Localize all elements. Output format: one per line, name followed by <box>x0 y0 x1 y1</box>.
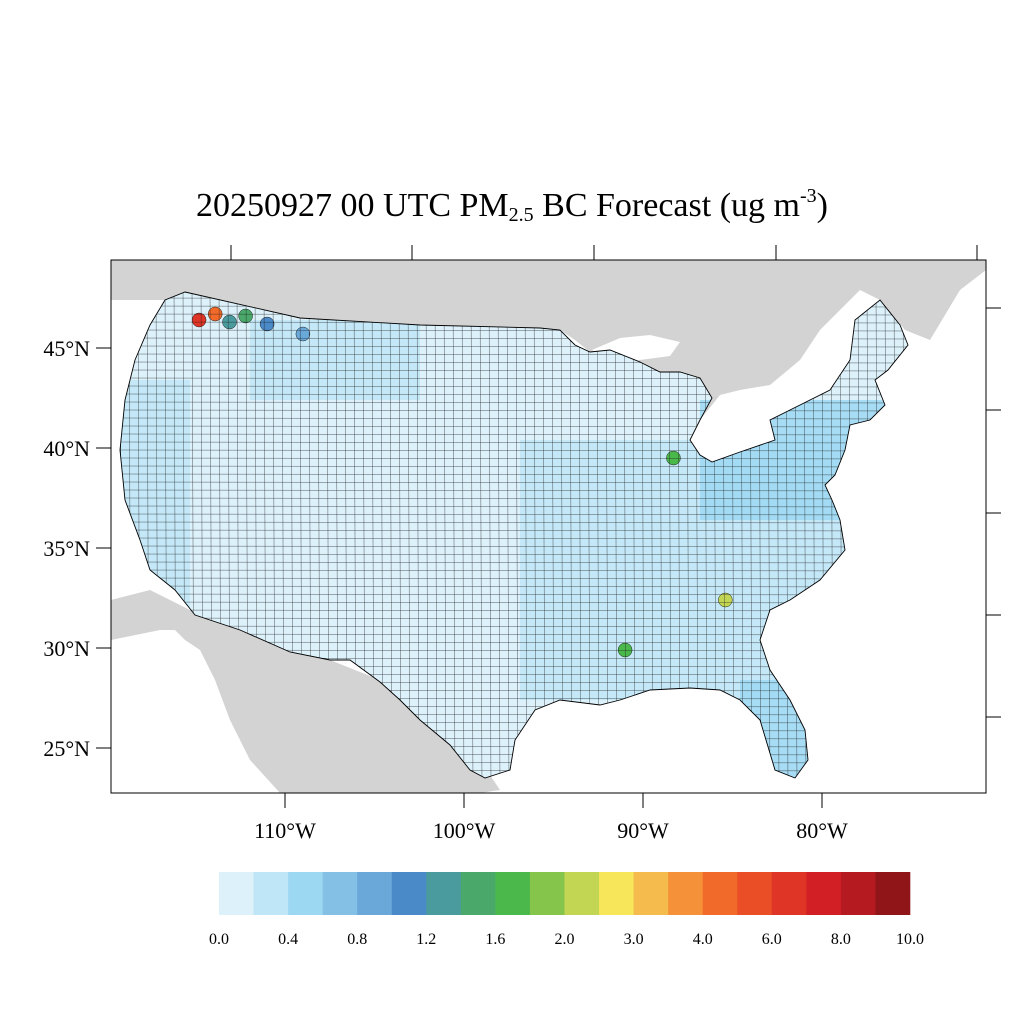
mexico-land <box>111 590 500 793</box>
lat-label-4: 25°N <box>43 736 90 761</box>
colorbar-swatch-13 <box>668 872 703 915</box>
tint-region-1 <box>250 320 420 400</box>
colorbar-label-9: 8.0 <box>831 931 851 948</box>
lat-label-2: 35°N <box>43 536 90 561</box>
hotspot-10 <box>718 592 733 608</box>
colorbar-swatch-8 <box>495 872 531 915</box>
title-close: ) <box>816 187 828 224</box>
colorbar-label-3: 1.2 <box>416 931 436 948</box>
lon-label-2: 90°W <box>617 818 669 843</box>
colorbar-label-7: 4.0 <box>693 931 713 948</box>
hotspot-5 <box>295 326 311 342</box>
title-main: 20250927 00 UTC PM <box>196 187 509 224</box>
colorbar-swatch-17 <box>806 872 842 915</box>
map-frame <box>110 259 987 794</box>
colorbar-swatch-2 <box>288 872 323 915</box>
title-superscript: -3 <box>799 185 817 207</box>
colorbar-swatch-11 <box>599 872 634 915</box>
map-title: 20250927 00 UTC PM2.5 BC Forecast (ug m-… <box>0 184 1024 228</box>
hotspot-3 <box>238 308 253 324</box>
colorbar-swatch-18 <box>840 872 876 915</box>
colorbar <box>219 872 911 915</box>
colorbar-swatch-5 <box>391 872 427 915</box>
colorbar-label-8: 6.0 <box>762 931 782 948</box>
colorbar-swatch-10 <box>564 872 600 915</box>
hotspot-12 <box>666 450 681 466</box>
colorbar-swatch-19 <box>875 872 911 915</box>
colorbar-swatch-15 <box>737 872 773 915</box>
canada-land <box>111 260 986 450</box>
colorbar-swatch-12 <box>633 872 669 915</box>
hotspot-4 <box>259 316 275 332</box>
colorbar-swatch-6 <box>426 872 462 915</box>
lon-label-1: 100°W <box>433 818 496 843</box>
colorbar-label-6: 3.0 <box>624 931 644 948</box>
latitude-labels: 45°N 40°N 35°N 30°N 25°N <box>43 336 90 761</box>
longitude-labels: 110°W 100°W 90°W 80°W <box>254 818 848 843</box>
hotspot-11 <box>617 642 633 658</box>
hotspot-0 <box>191 312 207 328</box>
title-middle: BC Forecast (ug m <box>533 187 800 224</box>
map-content <box>111 260 986 793</box>
conus-outline <box>119 291 909 779</box>
colorbar-label-2: 0.8 <box>347 931 367 948</box>
colorbar-label-0: 0.0 <box>209 931 229 948</box>
colorbar-label-10: 10.0 <box>896 931 924 948</box>
colorbar-swatch-1 <box>253 872 289 915</box>
colorbar-swatch-7 <box>460 872 496 915</box>
lon-label-0: 110°W <box>254 818 316 843</box>
lon-label-3: 80°W <box>796 818 848 843</box>
colorbar-swatch-16 <box>771 872 807 915</box>
title-subscript: 2.5 <box>508 204 534 226</box>
colorbar-swatch-4 <box>357 872 393 915</box>
colorbar-label-5: 2.0 <box>555 931 575 948</box>
lat-label-1: 40°N <box>43 436 90 461</box>
colorbar-label-4: 1.6 <box>485 931 505 948</box>
axis-ticks <box>96 245 1001 808</box>
colorbar-swatch-9 <box>529 872 565 915</box>
colorbar-swatch-3 <box>322 872 358 915</box>
colorbar-label-1: 0.4 <box>278 931 298 948</box>
colorbar-swatch-0 <box>219 872 254 915</box>
colorbar-swatch-14 <box>702 872 738 915</box>
lat-label-0: 45°N <box>43 336 90 361</box>
lake-erie <box>705 430 780 462</box>
lat-label-3: 30°N <box>43 636 90 661</box>
colorbar-labels: 0.0 0.4 0.8 1.2 1.6 2.0 3.0 4.0 6.0 8.0 10.0 <box>209 931 924 948</box>
